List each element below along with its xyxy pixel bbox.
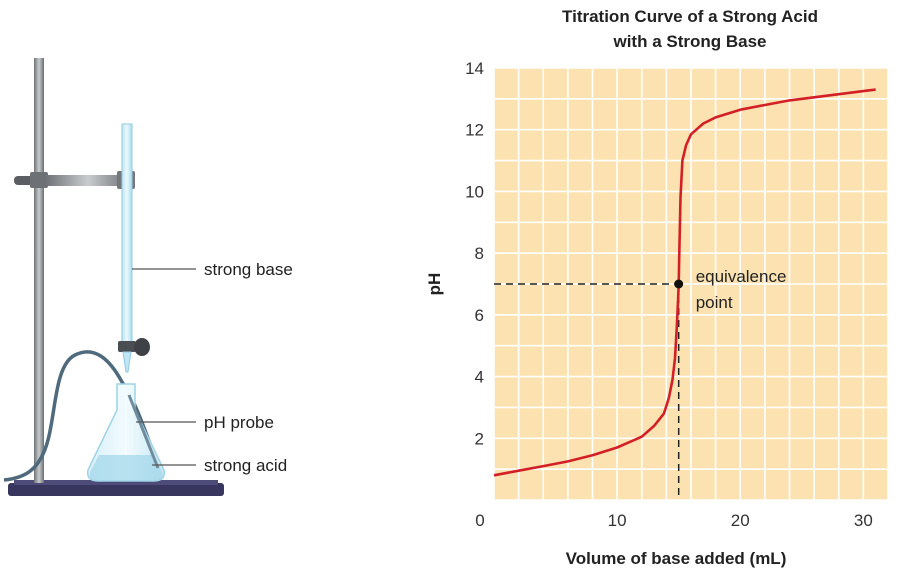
x-tick-label: 30 — [854, 511, 873, 530]
stand-base-top — [14, 480, 218, 485]
y-tick-label: 14 — [465, 59, 484, 78]
chart-title-line-1: Titration Curve of a Strong Acid — [562, 7, 818, 26]
stand-rod — [34, 58, 44, 483]
y-tick-label: 2 — [475, 429, 484, 448]
equivalence-point-marker — [674, 279, 684, 289]
stand-base — [8, 483, 224, 496]
y-tick-label: 6 — [475, 306, 484, 325]
strong-acid-liquid — [89, 455, 163, 481]
label-strong-base: strong base — [204, 260, 293, 279]
label-strong-acid: strong acid — [204, 456, 287, 475]
burette — [121, 123, 133, 343]
clamp-knob — [14, 176, 34, 185]
clamp-arm — [46, 175, 130, 186]
stopcock-body — [118, 341, 136, 352]
y-tick-label: 10 — [465, 182, 484, 201]
equivalence-label-line-1: equivalence — [696, 267, 787, 286]
equivalence-guides — [494, 283, 680, 500]
y-axis-label: pH — [425, 273, 444, 296]
x-tick-label: 0 — [475, 511, 484, 530]
ph-probe — [127, 394, 160, 469]
label-ph-probe: pH probe — [204, 413, 274, 432]
x-tick-labels: 0 10 20 30 — [475, 511, 873, 530]
stopcock-handle — [134, 338, 150, 356]
x-tick-label: 10 — [608, 511, 627, 530]
chart-title-line-2: with a Strong Base — [612, 32, 766, 51]
burette-tip — [122, 351, 132, 373]
y-tick-label: 4 — [475, 368, 484, 387]
y-tick-label: 8 — [475, 244, 484, 263]
x-axis-label: Volume of base added (mL) — [566, 549, 787, 568]
y-tick-label: 12 — [465, 121, 484, 140]
grid-lines — [493, 67, 889, 501]
x-tick-label: 20 — [731, 511, 750, 530]
clamp-boss — [30, 172, 48, 188]
y-tick-labels: 2 4 6 8 10 12 14 — [465, 59, 484, 448]
titration-apparatus: strong base pH probe strong acid — [3, 58, 293, 496]
titration-chart: Titration Curve of a Strong Acid with a … — [425, 7, 889, 568]
equivalence-label-line-2: point — [696, 293, 733, 312]
